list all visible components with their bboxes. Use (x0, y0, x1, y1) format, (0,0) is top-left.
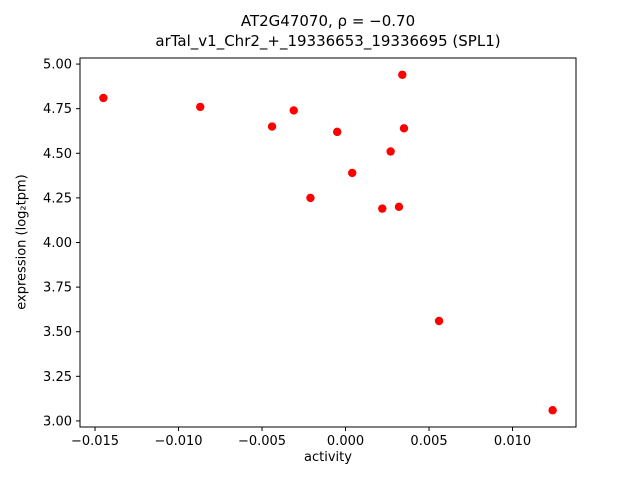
chart-title-line2: arTal_v1_Chr2_+_19336653_19336695 (SPL1) (155, 32, 501, 50)
x-tick-label: 0.005 (410, 434, 447, 449)
x-tick-label: 0.010 (494, 434, 531, 449)
data-point (332, 127, 342, 137)
chart-title-line1: AT2G47070, ρ = −0.70 (240, 12, 416, 30)
y-tick-label: 4.50 (43, 147, 72, 162)
y-tick-label: 4.00 (43, 236, 72, 251)
y-tick-label: 3.00 (43, 414, 72, 429)
data-point (378, 204, 387, 213)
data-point (398, 70, 407, 79)
x-tick-label: −0.015 (71, 434, 119, 449)
data-point (386, 147, 395, 156)
y-axis-label: expression (log₂tpm) (14, 174, 30, 310)
data-point (394, 202, 404, 212)
y-tick-label: 3.75 (43, 281, 72, 296)
data-point (348, 168, 357, 178)
y-tick-label: 4.75 (43, 102, 72, 117)
axes-box (79, 57, 577, 428)
x-tick-label: −0.005 (238, 434, 286, 449)
data-point (548, 406, 557, 415)
data-point (267, 122, 277, 131)
y-tick-label: 4.25 (43, 191, 72, 206)
y-tick-label: 3.50 (43, 325, 72, 340)
x-axis-label: activity (304, 450, 352, 465)
data-point (399, 124, 409, 133)
x-tick-label: −0.010 (154, 434, 202, 449)
data-point (289, 106, 298, 115)
data-point (196, 102, 205, 112)
data-point (434, 316, 444, 326)
data-point (99, 93, 108, 103)
y-tick-label: 3.25 (43, 370, 72, 385)
data-point (306, 193, 315, 203)
x-tick-label: 0.000 (327, 434, 364, 449)
y-tick-label: 5.00 (43, 58, 72, 73)
